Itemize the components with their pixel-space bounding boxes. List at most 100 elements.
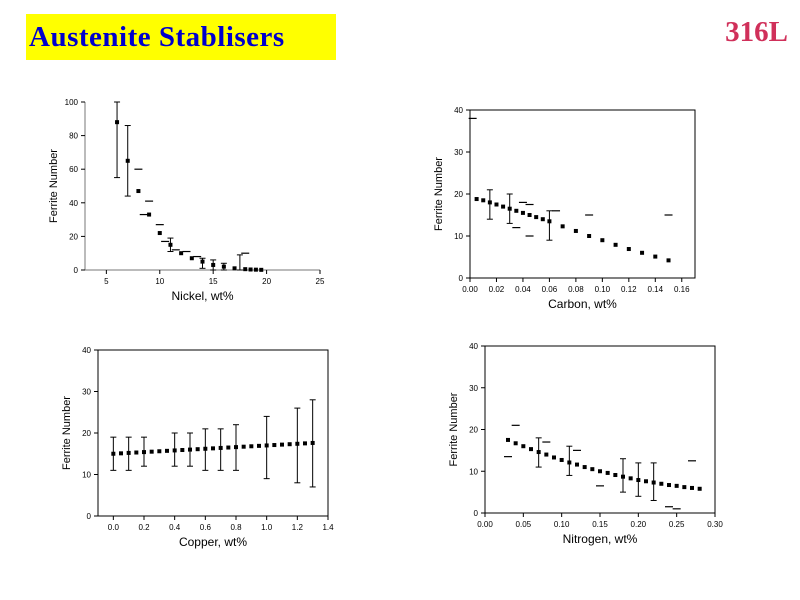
y-tick-label: 20 — [82, 429, 91, 438]
y-tick-label: 40 — [82, 346, 91, 355]
data-point — [195, 447, 200, 452]
data-point — [651, 480, 656, 485]
y-tick-label: 0 — [87, 512, 92, 521]
data-point — [501, 204, 506, 209]
y-tick-label: 40 — [469, 342, 478, 351]
nitrogen-chart: 0 10 20 30 40 0.00 0.05 0.10 0.15 0.20 0.25 0.30 Nit… — [448, 342, 723, 546]
y-tick-label: 10 — [454, 232, 463, 241]
data-point — [249, 444, 254, 449]
x-tick-label: 10 — [155, 277, 164, 286]
y-tick-label: 10 — [82, 471, 91, 480]
y-tick-label: 100 — [65, 98, 79, 107]
x-tick-label: 0.10 — [554, 520, 570, 529]
data-point — [690, 485, 694, 490]
data-point — [203, 446, 208, 451]
data-point — [487, 200, 492, 205]
x-axis-label: Copper, wt% — [179, 535, 247, 549]
page-title: Austenite Stablisers — [26, 14, 336, 60]
data-point — [481, 198, 486, 203]
data-point — [521, 444, 526, 449]
nickel-chart: 0 20 40 60 80 100 5 10 15 20 25 Nickel, wt% Ferrite … — [48, 98, 325, 303]
carbon-chart: 0 10 20 30 40 0.00 0.02 0.04 0.06 0.08 0.10 0.12 0.1… — [433, 106, 696, 311]
x-tick-label: 0.00 — [477, 520, 493, 529]
plot-frame — [469, 109, 696, 279]
data-point — [157, 231, 162, 236]
data-point — [147, 212, 152, 217]
data-point — [168, 242, 173, 247]
x-tick-label: 0.14 — [648, 285, 664, 294]
x-tick-label: 1.0 — [261, 523, 273, 532]
data-point — [253, 267, 258, 272]
y-axis-label: Ferrite Number — [448, 392, 460, 466]
x-axis-label: Carbon, wt% — [548, 297, 617, 311]
data-point — [188, 447, 192, 452]
copper-chart: 0 10 20 30 40 0.0 0.2 0.4 0.6 0.8 1.0 1.2 1.4 Copper,… — [61, 346, 334, 549]
data-point — [559, 457, 564, 462]
data-point — [540, 217, 545, 222]
data-point — [149, 449, 154, 454]
data-point — [243, 267, 248, 272]
data-point — [272, 443, 277, 448]
y-tick-label: 20 — [69, 232, 78, 241]
data-point — [697, 486, 702, 491]
x-tick-label: 0.00 — [462, 285, 478, 294]
data-point — [527, 213, 532, 217]
data-point — [582, 465, 587, 470]
data-point — [682, 485, 687, 490]
data-point — [287, 442, 292, 447]
x-tick-label: 1.4 — [322, 523, 334, 532]
data-point — [536, 450, 541, 455]
x-tick-label: 0.16 — [674, 285, 690, 294]
x-tick-label: 5 — [104, 277, 109, 286]
x-tick-label: 15 — [209, 277, 218, 286]
data-point — [544, 452, 549, 457]
data-point — [667, 483, 671, 488]
x-tick-label: 0.0 — [108, 523, 120, 532]
x-axis-label: Nickel, wt% — [171, 289, 233, 303]
data-point — [157, 449, 162, 454]
data-point — [659, 481, 664, 486]
data-point — [640, 250, 645, 255]
x-tick-label: 0.12 — [621, 285, 637, 294]
data-point — [111, 451, 116, 456]
x-tick-label: 0.6 — [200, 523, 212, 532]
data-point — [621, 474, 625, 479]
data-point — [232, 266, 237, 271]
data-point — [590, 467, 595, 472]
data-point — [514, 208, 519, 213]
data-point — [674, 483, 679, 488]
y-tick-label: 80 — [69, 132, 78, 141]
x-tick-label: 0.04 — [515, 285, 531, 294]
plot-frame — [484, 345, 716, 514]
x-tick-label: 0.4 — [169, 523, 181, 532]
data-point — [613, 473, 618, 478]
x-tick-label: 0.25 — [669, 520, 685, 529]
data-point — [507, 206, 512, 211]
x-tick-label: 1.2 — [292, 523, 304, 532]
x-axis-label: Nitrogen, wt% — [563, 532, 638, 546]
data-point — [534, 215, 539, 220]
data-point — [605, 470, 610, 475]
data-point — [474, 197, 479, 202]
data-point — [211, 446, 215, 451]
data-point — [529, 447, 533, 452]
data-point — [257, 443, 261, 448]
data-point — [125, 158, 130, 163]
data-point — [234, 445, 238, 450]
data-point — [172, 448, 177, 453]
data-point — [165, 448, 169, 453]
data-point — [506, 437, 510, 442]
data-point — [180, 448, 185, 453]
data-point — [560, 224, 565, 229]
y-tick-label: 10 — [469, 467, 478, 476]
data-point — [666, 258, 671, 263]
data-point — [598, 469, 602, 474]
data-point — [142, 450, 146, 455]
x-tick-label: 0.05 — [516, 520, 532, 529]
y-tick-label: 30 — [469, 384, 478, 393]
data-point — [280, 442, 284, 447]
data-point — [575, 462, 579, 467]
y-tick-label: 20 — [454, 190, 463, 199]
y-tick-label: 40 — [69, 199, 78, 208]
x-tick-label: 0.10 — [595, 285, 611, 294]
